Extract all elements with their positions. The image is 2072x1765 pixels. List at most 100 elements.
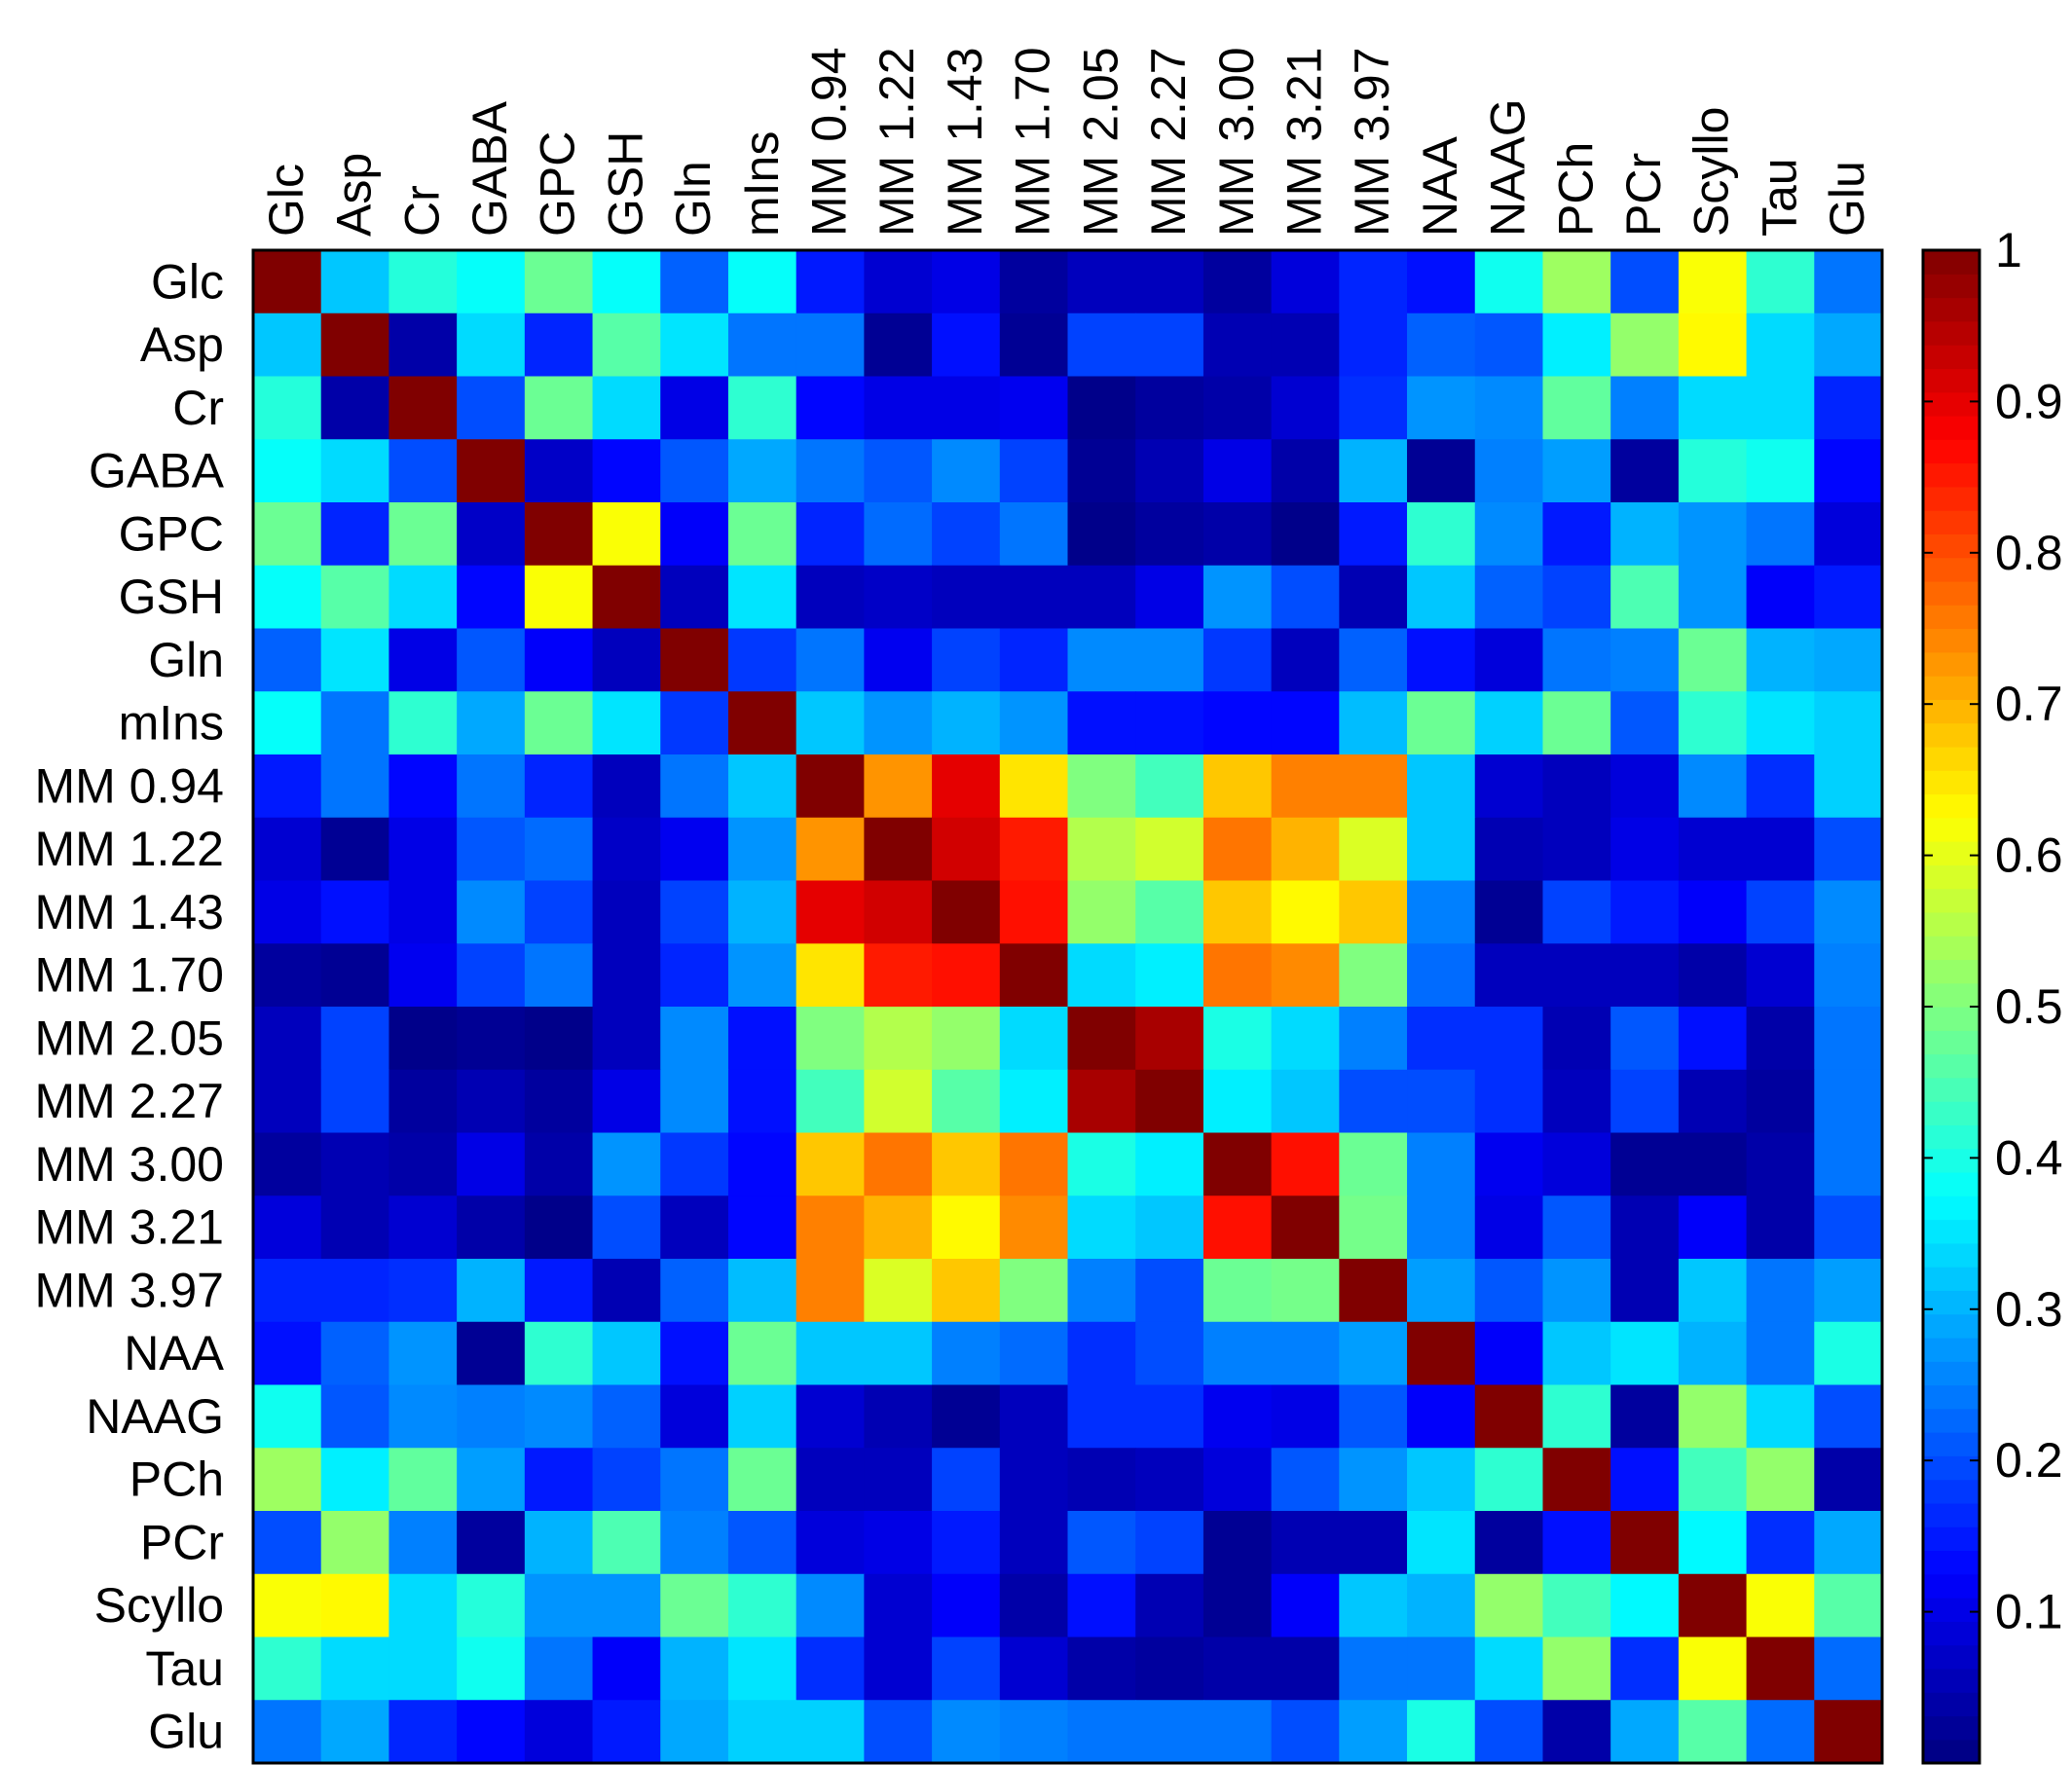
heatmap-cell xyxy=(660,1448,729,1512)
heatmap-cell xyxy=(1610,1259,1680,1323)
heatmap-cell xyxy=(1814,691,1883,755)
colorbar-segment xyxy=(1923,1219,1980,1244)
column-label: MM 1.22 xyxy=(870,47,924,237)
heatmap-cell xyxy=(320,943,390,1008)
heatmap-cell xyxy=(1542,376,1611,440)
heatmap-cell xyxy=(1678,691,1748,755)
heatmap-cell xyxy=(1474,502,1544,567)
heatmap-cell xyxy=(1542,1132,1611,1196)
heatmap-cell xyxy=(1542,439,1611,503)
heatmap-cell xyxy=(1610,1069,1680,1134)
heatmap-cell xyxy=(1474,376,1544,440)
heatmap-cell xyxy=(727,376,797,440)
heatmap-cell xyxy=(796,565,865,630)
heatmap-cell xyxy=(524,439,594,503)
row-label: MM 1.22 xyxy=(34,822,224,876)
heatmap-cell xyxy=(1135,1573,1204,1638)
heatmap-cell xyxy=(1067,817,1136,882)
heatmap-cell xyxy=(1746,1069,1815,1134)
heatmap-cell xyxy=(1746,1511,1815,1575)
heatmap-cell xyxy=(457,1259,526,1323)
colorbar-segment xyxy=(1923,1550,1980,1575)
colorbar-segment xyxy=(1923,462,1980,488)
heatmap-cell xyxy=(1542,1573,1611,1638)
heatmap-cell xyxy=(1542,754,1611,819)
row-label: GABA xyxy=(89,444,225,498)
column-label: GABA xyxy=(462,100,517,237)
heatmap-cell xyxy=(932,943,1001,1008)
heatmap-cell xyxy=(1746,1448,1815,1512)
heatmap-cell xyxy=(1271,502,1340,567)
heatmap-cell xyxy=(1202,1132,1273,1196)
heatmap-cell xyxy=(864,313,933,378)
column-label: NAA xyxy=(1413,136,1467,237)
heatmap-cell xyxy=(1135,1448,1204,1512)
heatmap-cell xyxy=(660,502,729,567)
heatmap-cell xyxy=(388,754,458,819)
row-label: Asp xyxy=(140,317,224,372)
colorbar-segment xyxy=(1923,345,1980,370)
heatmap-cell xyxy=(1746,754,1815,819)
colorbar-segment xyxy=(1923,1384,1980,1410)
heatmap-cell xyxy=(1542,313,1611,378)
heatmap-cell xyxy=(1542,943,1611,1008)
heatmap-cell xyxy=(1202,1007,1273,1071)
colorbar-segment xyxy=(1923,1242,1980,1268)
heatmap-cell xyxy=(1610,754,1680,819)
heatmap-cell xyxy=(796,1573,865,1638)
heatmap-cell xyxy=(1610,1573,1680,1638)
heatmap-cell xyxy=(1271,1132,1340,1196)
heatmap-cell xyxy=(253,1321,322,1386)
row-label: mIns xyxy=(119,696,224,751)
heatmap-cell xyxy=(1542,880,1611,944)
heatmap-cell xyxy=(932,313,1001,378)
heatmap-cell xyxy=(524,628,594,692)
heatmap-cell xyxy=(796,754,865,819)
heatmap-cell xyxy=(592,250,661,314)
heatmap-cell xyxy=(592,1511,661,1575)
heatmap-cell xyxy=(1067,1321,1136,1386)
heatmap-cell xyxy=(1814,1700,1883,1764)
heatmap-cell xyxy=(253,313,322,378)
colorbar-segment xyxy=(1923,1337,1980,1362)
heatmap-cell xyxy=(932,376,1001,440)
heatmap-cell xyxy=(1202,1511,1273,1575)
column-label: Cr xyxy=(394,185,449,237)
heatmap-cell xyxy=(1339,1384,1408,1449)
heatmap-cell xyxy=(1067,313,1136,378)
heatmap-cell xyxy=(1474,1511,1544,1575)
heatmap-cell xyxy=(457,880,526,944)
heatmap-cell xyxy=(1474,628,1544,692)
heatmap-cell xyxy=(1474,691,1544,755)
heatmap-cell xyxy=(864,1195,933,1260)
heatmap-cell xyxy=(1814,1511,1883,1575)
heatmap-cell xyxy=(727,313,797,378)
plot-frame xyxy=(251,248,1884,1765)
heatmap-cell xyxy=(727,880,797,944)
heatmap-cell xyxy=(320,565,390,630)
heatmap-cell xyxy=(1474,817,1544,882)
heatmap-cell xyxy=(1407,1511,1476,1575)
colorbar-segment xyxy=(1923,1313,1980,1339)
heatmap-cell xyxy=(1339,943,1408,1008)
heatmap-cell xyxy=(932,1321,1001,1386)
heatmap-cell xyxy=(1339,1700,1408,1764)
colorbar-segment xyxy=(1923,1526,1980,1552)
row-label: Glc xyxy=(151,254,224,309)
heatmap-cell xyxy=(1135,250,1204,314)
heatmap-cell xyxy=(1202,376,1273,440)
heatmap-cell xyxy=(320,250,390,314)
heatmap-cell xyxy=(1271,1700,1340,1764)
heatmap-cell xyxy=(1339,1132,1408,1196)
heatmap-cell xyxy=(1271,250,1340,314)
heatmap-cell xyxy=(1407,1195,1476,1260)
colorbar-segment xyxy=(1923,250,1980,275)
heatmap-cell xyxy=(1135,880,1204,944)
heatmap-cell xyxy=(592,1636,661,1701)
heatmap-cell xyxy=(1474,1321,1544,1386)
heatmap-cell xyxy=(1339,1321,1408,1386)
heatmap-cell xyxy=(253,1700,322,1764)
heatmap-cell xyxy=(1542,1195,1611,1260)
heatmap-cell xyxy=(999,1069,1069,1134)
heatmap-cell xyxy=(1067,1448,1136,1512)
